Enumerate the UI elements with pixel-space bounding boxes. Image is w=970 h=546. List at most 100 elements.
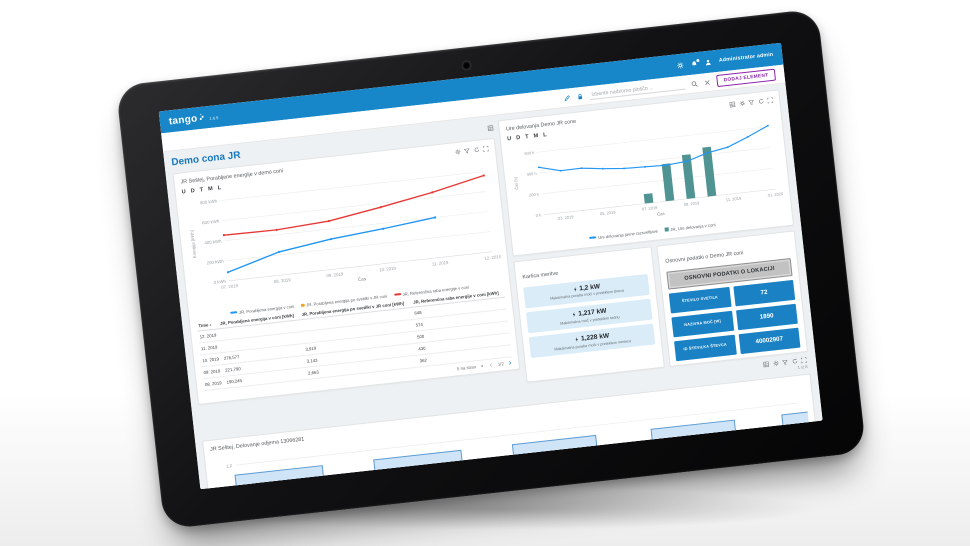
measurement-card-title: Kartica meritve (522, 270, 559, 281)
info-cards-row: Kartica meritve 1,2 kW Maksimalna poraba … (513, 230, 808, 383)
time-range-button-l[interactable]: L (542, 132, 547, 139)
dashboard-toolbar: DODAJ ELEMENT (161, 64, 786, 153)
legend-swatch (589, 236, 597, 240)
svg-text:03. 2019: 03. 2019 (558, 214, 575, 221)
time-range-button-m[interactable]: M (207, 186, 214, 193)
basic-data-value-button[interactable]: 40002907 (738, 327, 801, 354)
legend-swatch (394, 293, 402, 297)
refresh-icon[interactable] (473, 146, 480, 153)
camera-dot (460, 59, 472, 71)
legend-swatch (664, 227, 670, 232)
expand-icon[interactable] (800, 357, 808, 364)
time-range-button-d[interactable]: D (515, 135, 521, 142)
refresh-icon[interactable] (757, 98, 764, 105)
user-name: Administrator admin (718, 51, 774, 64)
basic-data-label-button[interactable]: ŠTEVILO SVETILK (668, 286, 732, 314)
filter-icon[interactable] (748, 99, 755, 106)
app-version: 1.6.5 (209, 114, 219, 121)
filter-icon[interactable] (464, 147, 471, 154)
dashboard-content: Demo cona JR JR Seštej, Porabljene energ… (163, 83, 823, 490)
expand-icon[interactable] (483, 145, 490, 152)
measurement-tile: 1,228 kW Maksimalna poraba moči v pretekl… (529, 323, 656, 359)
notification-badge (696, 58, 700, 62)
tango-logo-dots (199, 113, 204, 120)
svg-text:01. 2020: 01. 2020 (768, 191, 785, 198)
energy-panel-icons (454, 145, 490, 155)
basic-data-rows: ŠTEVILO SVETILK 72 NAZIVNA MOČ [W] 1890 ID Š… (668, 279, 801, 361)
time-range-button-t[interactable]: T (524, 134, 529, 141)
svg-text:200 h: 200 h (529, 192, 540, 198)
gear-icon[interactable] (772, 360, 779, 367)
svg-text:Energija [kWh]: Energija [kWh] (189, 230, 197, 259)
filter-icon[interactable] (781, 359, 789, 366)
basic-data-label-button[interactable]: NAZIVNA MOČ [W] (671, 310, 734, 338)
widget-nav-icons (763, 357, 807, 368)
basic-data-label-button[interactable]: ID ŠTEVILKA ŠTEVCA (674, 334, 737, 361)
time-range-button-u[interactable]: U (181, 189, 187, 196)
tango-logo: tango (168, 112, 199, 127)
per-page-label: 5 na stran (456, 364, 477, 372)
lightning-icon (574, 337, 580, 343)
measurement-value: 1,217 kW (530, 303, 649, 323)
gear-icon[interactable] (454, 148, 461, 155)
measurement-value: 1,2 kW (527, 278, 646, 298)
svg-text:Čas: Čas (358, 275, 368, 282)
expand-icon[interactable] (767, 96, 774, 104)
measurement-card: Kartica meritve 1,2 kW Maksimalna poraba … (513, 246, 666, 383)
measurement-value: 1,228 kW (533, 328, 652, 348)
svg-text:08. 2019: 08. 2019 (274, 277, 292, 284)
grid-icon[interactable] (729, 101, 736, 108)
time-range-button-m[interactable]: M (533, 133, 539, 140)
sort-up-icon (208, 322, 213, 327)
next-page-button[interactable] (508, 360, 514, 366)
time-range-button-u[interactable]: U (506, 136, 512, 143)
svg-text:0 kWh: 0 kWh (213, 279, 226, 285)
screen: tango 1.6.5 Administrator admin DODAJ EL… (158, 42, 823, 490)
svg-text:0 h: 0 h (536, 212, 542, 218)
basic-data-card-title: Osnovni podatki o Demo JR coni (665, 249, 744, 265)
table-header-cell[interactable]: Time (195, 319, 219, 332)
svg-text:800 kWh: 800 kWh (200, 198, 218, 205)
lightning-icon (573, 286, 579, 292)
measurement-tile: 1,217 kW Maksimalna moč v preteklem tednu (526, 298, 653, 334)
gear-icon[interactable] (738, 100, 745, 107)
svg-text:1,2: 1,2 (226, 463, 233, 469)
svg-text:600 h: 600 h (524, 150, 535, 156)
add-element-button[interactable]: DODAJ ELEMENT (716, 68, 777, 88)
refresh-icon[interactable] (791, 358, 798, 365)
user-account-icon[interactable] (705, 58, 713, 66)
layout-grid-icon[interactable] (487, 124, 495, 131)
basic-data-value-button[interactable]: 1890 (735, 303, 798, 331)
brand: tango 1.6.5 (168, 111, 219, 127)
svg-text:11. 2019: 11. 2019 (726, 196, 743, 203)
svg-text:07. 2019: 07. 2019 (642, 205, 659, 212)
notifications-bell-icon[interactable] (691, 58, 700, 68)
energy-table: Time JR, Porabljena energija v coni [kWh]… (195, 287, 513, 392)
time-range-button-t[interactable]: T (199, 187, 204, 194)
search-icon[interactable] (691, 80, 699, 88)
grid-icon[interactable] (763, 361, 770, 368)
svg-text:05. 2019: 05. 2019 (600, 209, 617, 216)
svg-text:10. 2019: 10. 2019 (379, 266, 397, 273)
widget-position-label: 1 iz 8 (797, 364, 808, 371)
left-column: Demo cona JR JR Seštej, Porabljene energ… (171, 121, 521, 405)
page-title: Demo cona JR (170, 149, 242, 169)
svg-text:Čas [h]: Čas [h] (513, 177, 519, 190)
clear-search-icon[interactable] (703, 78, 711, 86)
per-page-caret-icon[interactable] (480, 363, 486, 369)
time-range-button-d[interactable]: D (190, 188, 196, 195)
svg-text:400 h: 400 h (527, 171, 538, 177)
svg-text:12. 2019: 12. 2019 (484, 254, 502, 261)
prev-page-button[interactable] (489, 362, 495, 368)
time-range-button-l[interactable]: L (217, 185, 222, 192)
svg-text:Čas: Čas (657, 211, 665, 217)
lock-icon[interactable] (576, 92, 584, 100)
energy-panel: JR Seštej, Porabljene energije v demo co… (172, 137, 521, 405)
widget-carousel-nav: 1 iz 8 (528, 356, 810, 399)
basic-data-value-button[interactable]: 72 (732, 279, 796, 307)
settings-gear-icon[interactable] (677, 61, 685, 69)
edit-pencil-icon[interactable] (563, 94, 571, 102)
